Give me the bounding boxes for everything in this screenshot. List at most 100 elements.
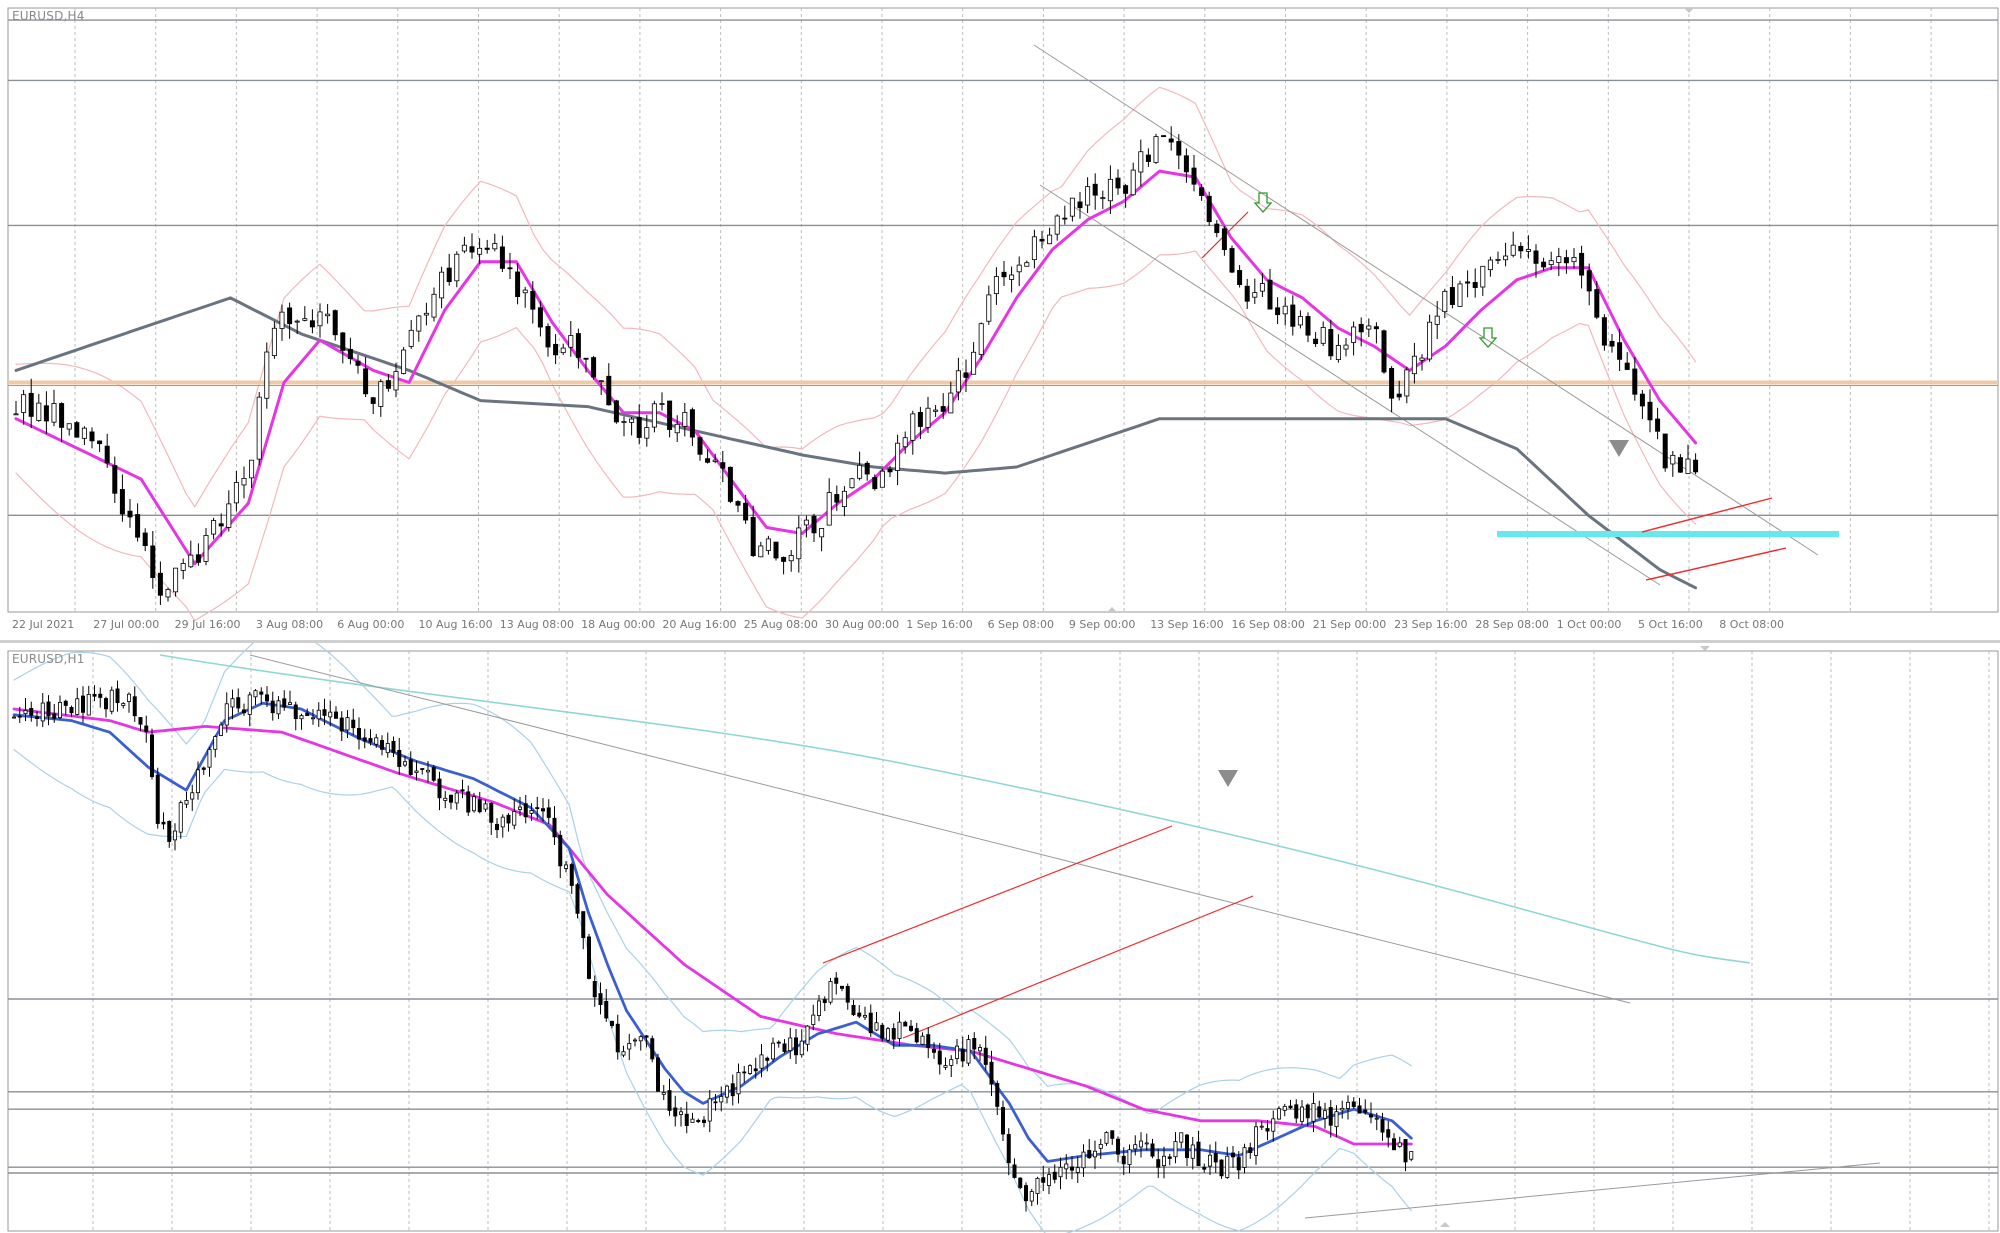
candle-body — [1685, 458, 1691, 474]
candle-body — [17, 715, 22, 718]
candle — [226, 490, 232, 532]
candle — [1206, 191, 1212, 226]
pane-separator[interactable] — [0, 640, 2000, 645]
candle — [627, 1033, 632, 1061]
x-tick-label: 21 Sep 00:00 — [1313, 618, 1386, 631]
candle-body — [1297, 316, 1303, 326]
x-tick-label: 3 Aug 08:00 — [256, 618, 323, 631]
chart-pane-h4[interactable]: 22 Jul 2021 27 Jul 00:00 29 Jul 16:00 3 Aug… — [0, 0, 2000, 642]
candle-body — [1357, 1105, 1362, 1114]
candle — [36, 393, 42, 422]
candle — [995, 1080, 1000, 1116]
candle — [684, 1101, 689, 1134]
candle-body — [167, 821, 172, 842]
candle-body — [1024, 1185, 1029, 1202]
candle-body — [963, 372, 969, 378]
candle-body — [89, 431, 95, 442]
candle — [826, 478, 832, 526]
candle — [132, 686, 137, 722]
candle-body — [506, 814, 511, 824]
grid-lines — [92, 651, 1990, 1231]
candle-body — [651, 403, 657, 428]
candle-body — [23, 710, 28, 715]
candle — [1297, 310, 1303, 329]
candle — [1012, 1158, 1017, 1179]
candle-body — [461, 244, 467, 252]
candle-body — [460, 789, 465, 792]
candle-body — [993, 276, 999, 295]
candle — [81, 426, 87, 445]
candle — [679, 1107, 684, 1127]
candle-body — [494, 823, 499, 831]
bollinger-lower-band — [15, 250, 1697, 622]
candle — [811, 1004, 816, 1031]
candle-body — [621, 421, 627, 423]
candle — [316, 702, 321, 727]
candle-body — [1191, 167, 1197, 185]
candle-body — [213, 736, 218, 750]
candle — [1259, 273, 1265, 298]
candle — [385, 374, 391, 392]
candle-body — [1075, 1167, 1080, 1173]
candle — [1647, 389, 1653, 433]
candle — [172, 823, 177, 851]
candle-body — [207, 749, 212, 768]
candle-body — [638, 1036, 643, 1042]
plot-frame — [7, 650, 1999, 1232]
candle — [1231, 1145, 1236, 1168]
candle — [1237, 264, 1243, 288]
candle — [58, 695, 63, 720]
band-upper — [13, 643, 1412, 1114]
candle-body — [363, 368, 369, 395]
candle-body — [788, 1037, 793, 1052]
candle-body — [443, 797, 448, 801]
candle-body — [727, 466, 733, 502]
candle — [1288, 1099, 1293, 1110]
candle-body — [309, 320, 315, 328]
candle-body — [104, 698, 109, 710]
candle-body — [121, 703, 126, 706]
h1-chart-canvas[interactable] — [0, 643, 2000, 1233]
candle — [638, 1035, 643, 1051]
candle-body — [1029, 1191, 1034, 1202]
candle — [241, 703, 246, 716]
candle-body — [92, 693, 97, 697]
candle — [868, 1004, 873, 1037]
candle-body — [241, 709, 246, 714]
candle — [682, 403, 688, 437]
candle — [1024, 1182, 1029, 1212]
candle — [753, 1057, 758, 1079]
candle-body — [28, 392, 34, 417]
candle-body — [1018, 1177, 1023, 1188]
candle-body — [558, 834, 563, 867]
candle-body — [702, 1119, 707, 1123]
h4-chart-canvas[interactable]: 22 Jul 2021 27 Jul 00:00 29 Jul 16:00 3 Aug… — [0, 0, 2000, 642]
candle — [355, 354, 361, 374]
candle — [408, 751, 413, 776]
candle — [963, 359, 969, 393]
candle-body — [840, 985, 845, 989]
candle-body — [1231, 1152, 1236, 1158]
candle-body — [613, 400, 619, 423]
candle — [279, 304, 285, 341]
candle — [477, 238, 483, 265]
candle-body — [425, 769, 430, 773]
candle-body — [1374, 1117, 1379, 1120]
candle — [1594, 281, 1600, 320]
candle-body — [983, 1047, 988, 1065]
candle-body — [765, 1057, 770, 1061]
candle-body — [454, 792, 459, 804]
candle-body — [276, 700, 281, 715]
candle-body — [178, 802, 183, 833]
candle — [1009, 266, 1015, 293]
candle-body — [1196, 1141, 1201, 1167]
candle — [1334, 1105, 1339, 1138]
candle — [1419, 354, 1425, 371]
candle — [1386, 1121, 1391, 1148]
candle-body — [1054, 215, 1060, 235]
chart-pane-h1[interactable]: EURUSD,H1 — [0, 643, 2000, 1233]
candle — [218, 721, 223, 737]
candle — [636, 404, 642, 445]
candle — [897, 1011, 902, 1047]
candle — [408, 320, 414, 349]
